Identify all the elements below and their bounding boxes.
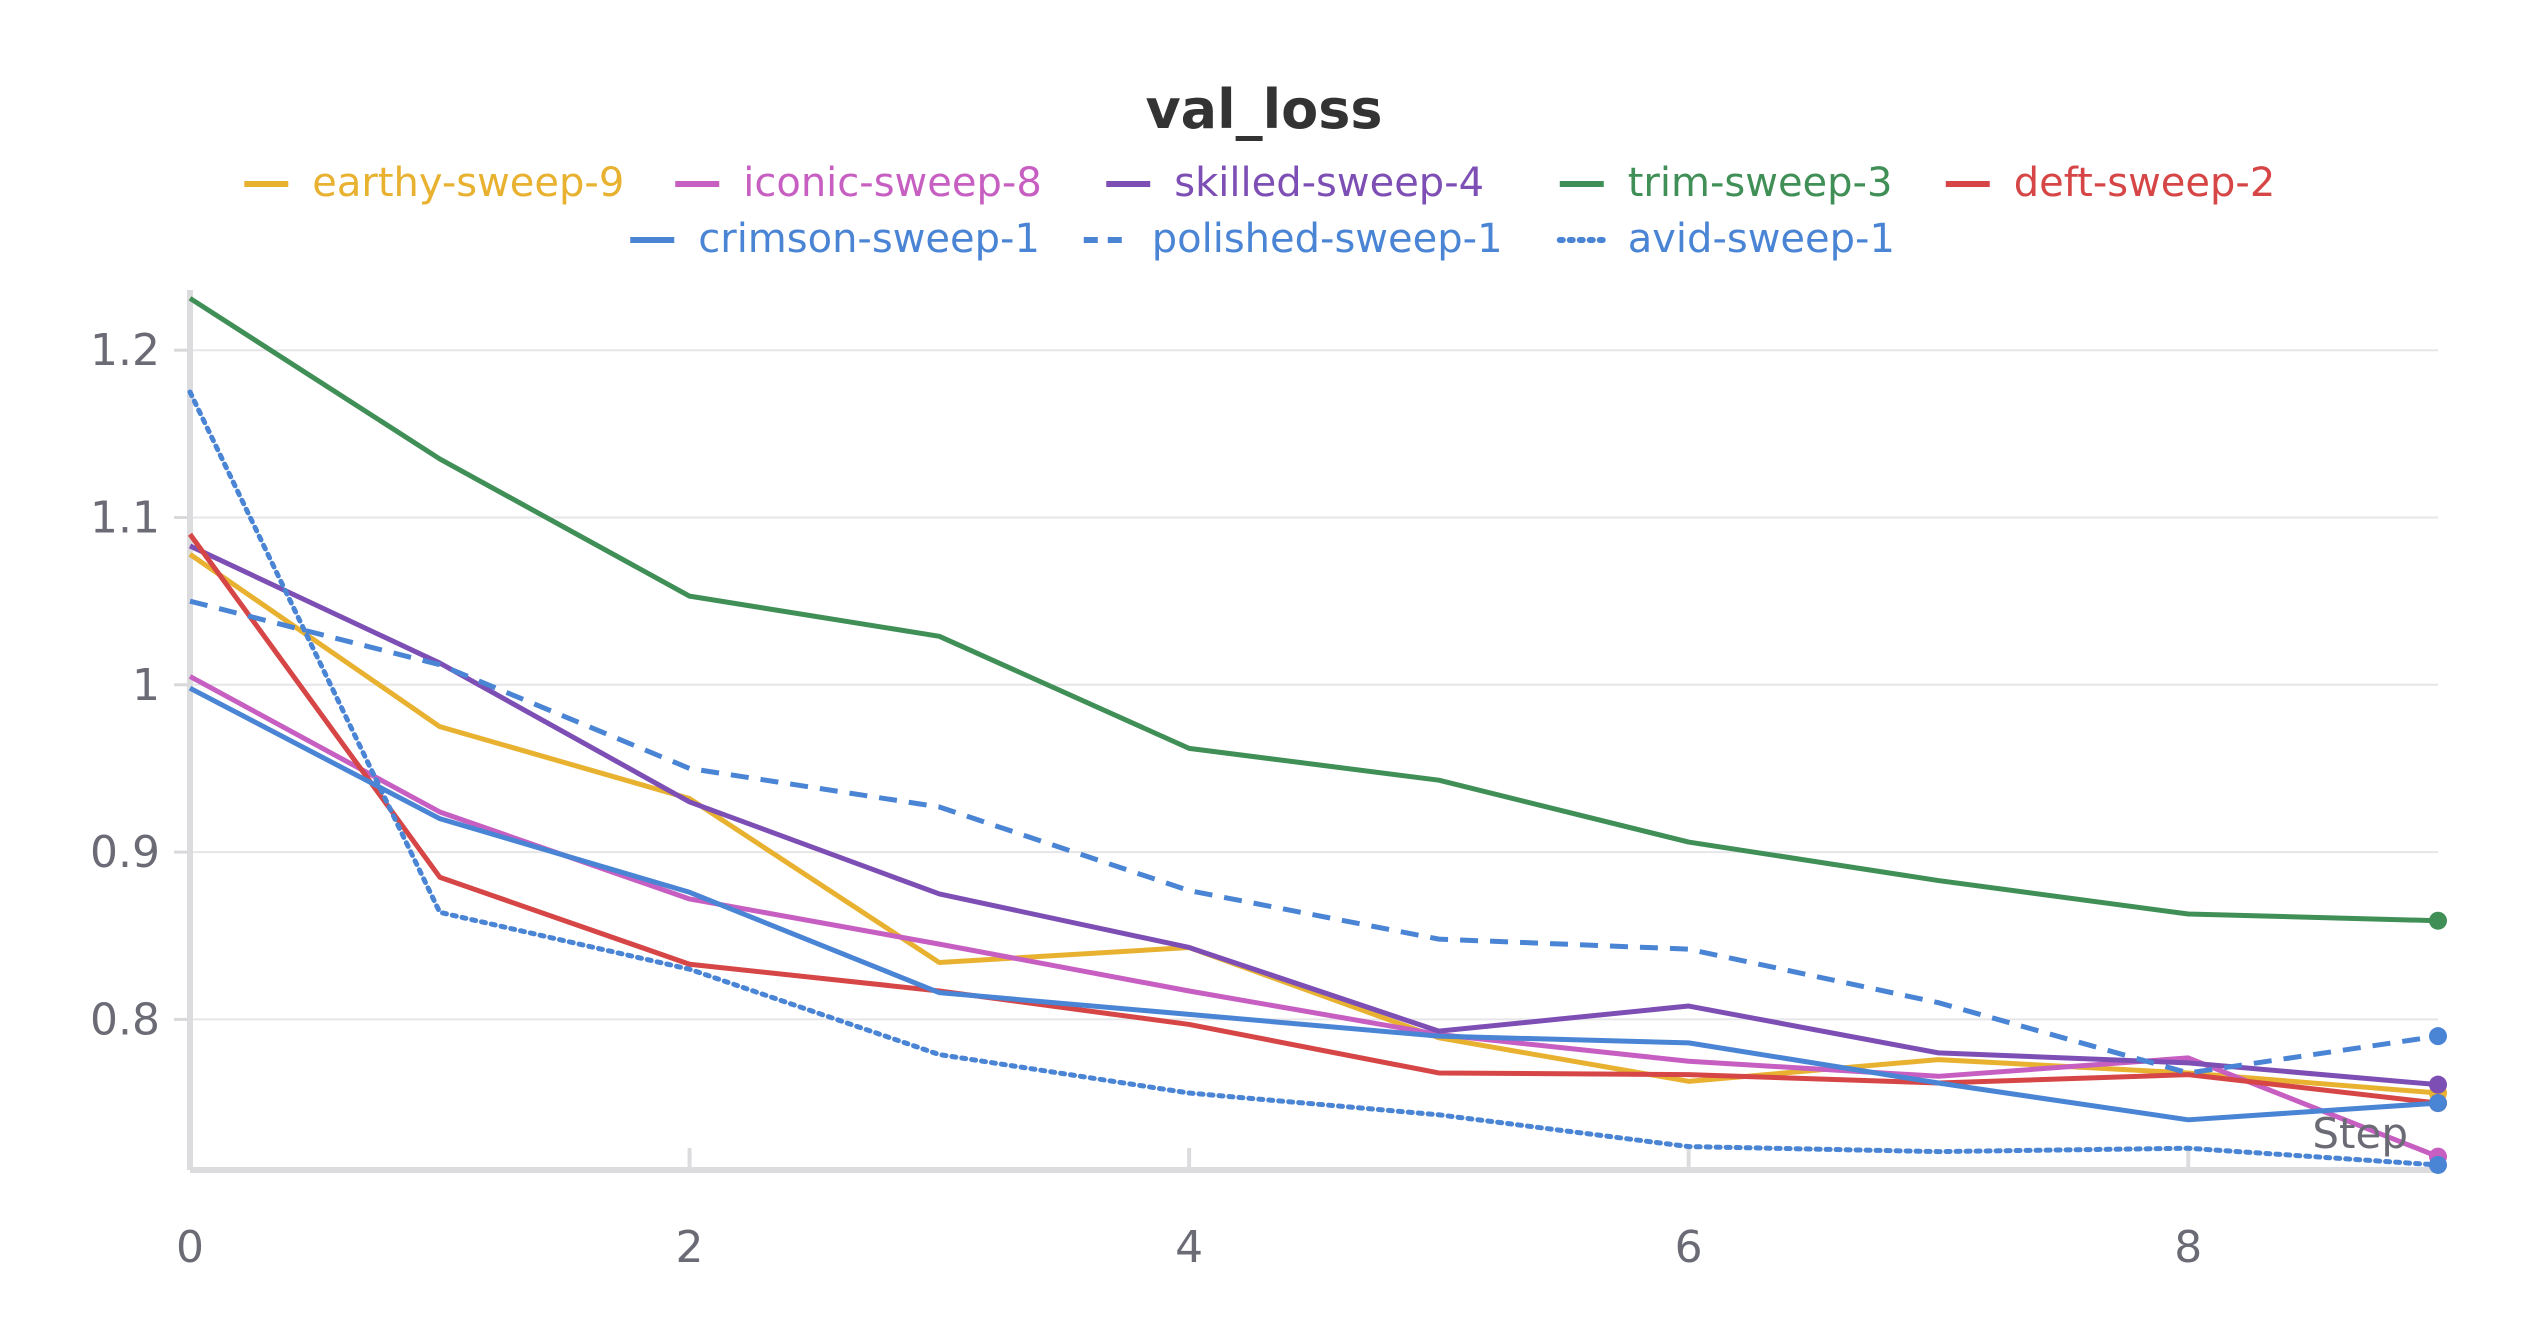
legend-item-avid-sweep-1[interactable]: avid-sweep-1 xyxy=(1556,216,1895,262)
series-end-point-skilled-sweep-4[interactable] xyxy=(2429,1075,2447,1094)
legend-label: iconic-sweep-8 xyxy=(743,160,1042,206)
series-end-point-crimson-sweep-1[interactable] xyxy=(2429,1094,2447,1113)
series-avid-sweep-1 xyxy=(187,389,2447,1174)
series-skilled-sweep-4 xyxy=(188,543,2447,1094)
y-tick-label: 1 xyxy=(132,660,160,711)
series-line-deft-sweep-2[interactable] xyxy=(187,532,2439,1106)
series-line-trim-sweep-3[interactable] xyxy=(188,296,2439,924)
chart-title: val_loss xyxy=(1145,78,1382,141)
legend-label: deft-sweep-2 xyxy=(2014,160,2276,206)
series-line-skilled-sweep-4[interactable] xyxy=(188,543,2439,1088)
series-crimson-sweep-1 xyxy=(188,685,2447,1123)
x-tick-label: 8 xyxy=(2174,1222,2202,1273)
legend-item-deft-sweep-2[interactable]: deft-sweep-2 xyxy=(1945,160,2276,206)
y-tick-label: 0.8 xyxy=(90,994,160,1045)
legend-item-polished-sweep-1[interactable]: polished-sweep-1 xyxy=(1083,216,1503,262)
legend-label: earthy-sweep-9 xyxy=(312,160,624,206)
series-trim-sweep-3 xyxy=(188,296,2447,930)
series-end-point-polished-sweep-1[interactable] xyxy=(2429,1027,2447,1046)
legend-item-crimson-sweep-1[interactable]: crimson-sweep-1 xyxy=(630,216,1040,262)
y-tick-label: 1.2 xyxy=(90,325,160,376)
series-polished-sweep-1 xyxy=(189,598,2447,1076)
legend-label: skilled-sweep-4 xyxy=(1174,160,1484,206)
series-end-point-avid-sweep-1[interactable] xyxy=(2429,1155,2447,1174)
x-tick-label: 0 xyxy=(176,1222,204,1273)
y-tick-label: 0.9 xyxy=(90,827,160,878)
x-tick-label: 4 xyxy=(1175,1222,1203,1273)
legend: earthy-sweep-9 iconic-sweep-8 skilled-swee… xyxy=(244,160,2275,262)
legend-label: avid-sweep-1 xyxy=(1628,216,1895,262)
series-end-point-trim-sweep-3[interactable] xyxy=(2429,911,2447,930)
legend-item-earthy-sweep-9[interactable]: earthy-sweep-9 xyxy=(244,160,624,206)
y-tick-label: 1.1 xyxy=(90,493,160,544)
legend-item-iconic-sweep-8[interactable]: iconic-sweep-8 xyxy=(675,160,1042,206)
legend-label: polished-sweep-1 xyxy=(1152,216,1503,262)
legend-label: trim-sweep-3 xyxy=(1628,160,1893,206)
x-tick-label: 2 xyxy=(676,1222,704,1273)
axes xyxy=(187,290,2438,1173)
x-tick-label: 6 xyxy=(1675,1222,1703,1273)
legend-item-trim-sweep-3[interactable]: trim-sweep-3 xyxy=(1559,160,1893,206)
series-line-polished-sweep-1[interactable] xyxy=(189,598,2439,1076)
series-layer xyxy=(187,296,2447,1174)
series-line-crimson-sweep-1[interactable] xyxy=(188,685,2439,1123)
x-axis-title: Step xyxy=(2312,1109,2408,1158)
tick-labels: 0.8 0.9 1 1.1 1.2 0 2 4 6 8 xyxy=(90,325,2202,1273)
legend-label: crimson-sweep-1 xyxy=(698,216,1040,262)
grid-lines xyxy=(174,348,2438,1021)
series-line-avid-sweep-1[interactable] xyxy=(187,389,2441,1168)
legend-item-skilled-sweep-4[interactable]: skilled-sweep-4 xyxy=(1106,160,1484,206)
